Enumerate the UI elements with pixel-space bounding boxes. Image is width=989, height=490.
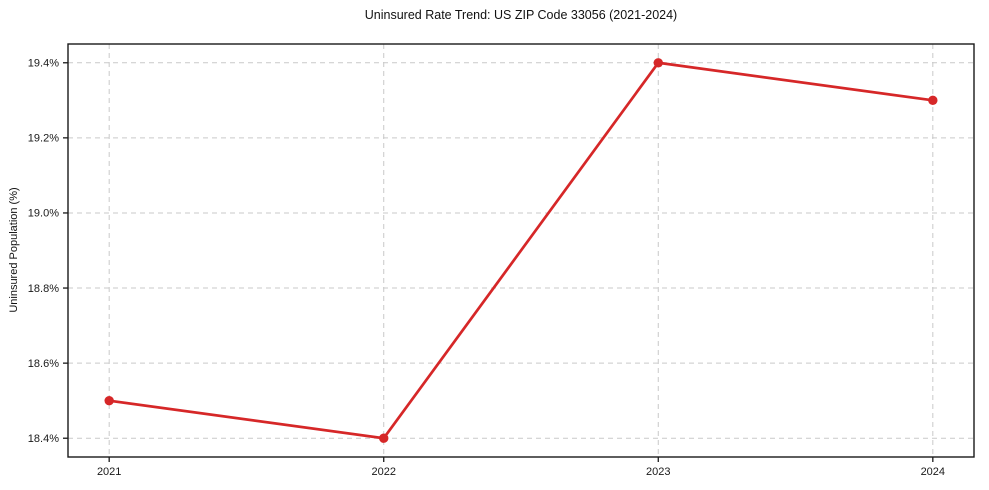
data-point [104, 395, 114, 406]
y-tick-label: 18.6% [28, 358, 59, 370]
axis-border [67, 43, 975, 458]
chart-title: Uninsured Rate Trend: US ZIP Code 33056 … [364, 8, 678, 22]
y-tick-label: 18.4% [28, 433, 59, 445]
x-tick-label: 2022 [371, 466, 395, 478]
data-point [928, 95, 938, 106]
trend-line [107, 61, 935, 440]
y-tick-label: 18.8% [28, 283, 59, 295]
x-tick-label: 2023 [646, 466, 670, 478]
y-tick-label: 19.0% [28, 208, 59, 220]
data-point [379, 433, 389, 443]
x-tick-label: 2024 [921, 466, 945, 478]
x-tick-label: 2021 [97, 466, 121, 478]
y-axis-label: Uninsured Population (%) [8, 187, 20, 313]
y-tick-label: 19.4% [28, 58, 59, 70]
y-tick-label: 19.2% [28, 133, 59, 145]
data-point [653, 58, 663, 68]
